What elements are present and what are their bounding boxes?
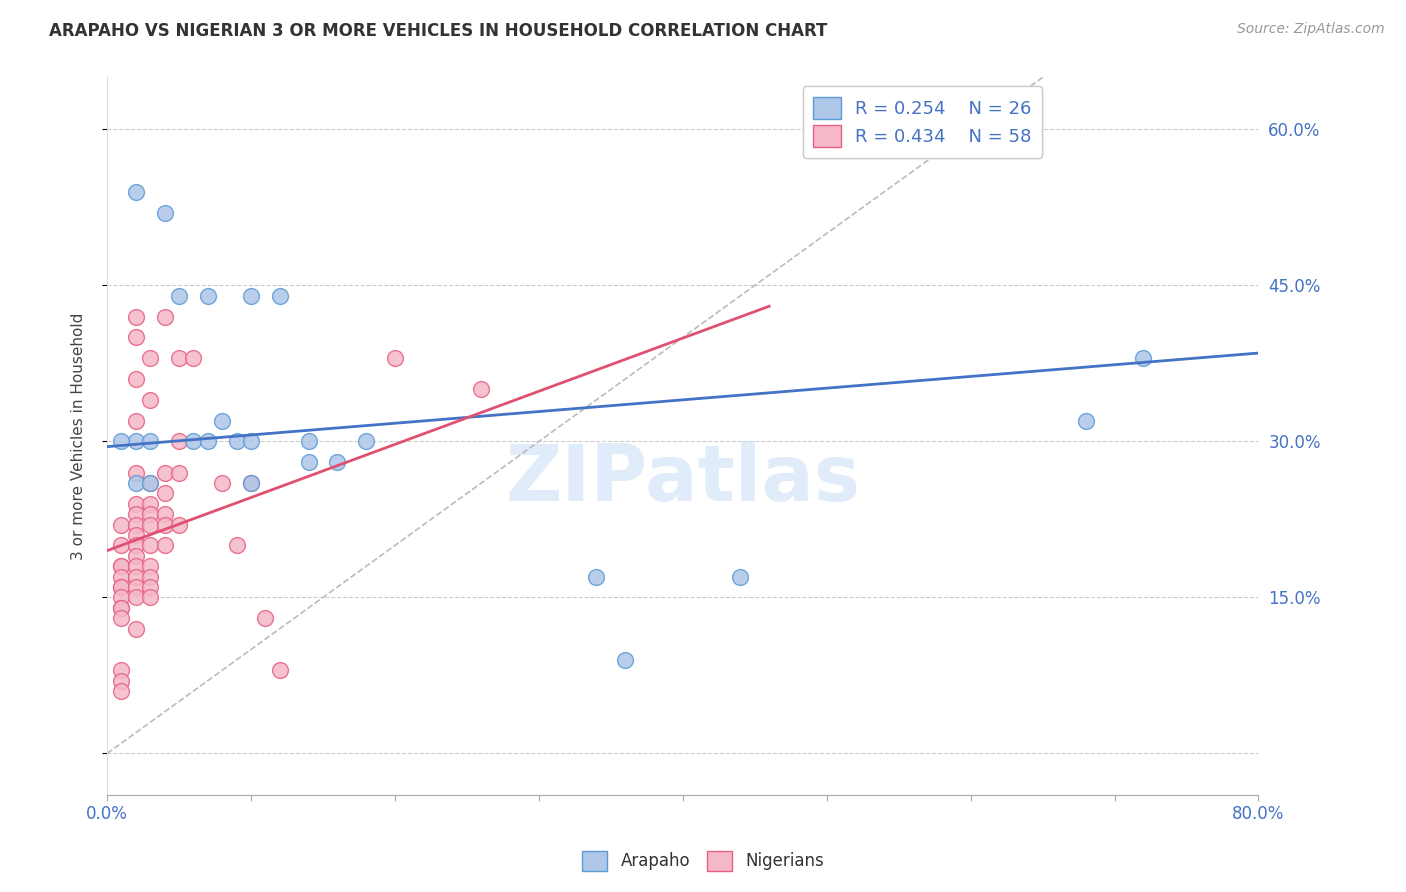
- Point: [125, 538, 148, 552]
- Point: [269, 289, 291, 303]
- Point: [139, 476, 162, 491]
- Point: [125, 185, 148, 199]
- Point: [125, 434, 148, 449]
- Point: [326, 455, 349, 469]
- Point: [139, 569, 162, 583]
- Point: [110, 559, 132, 574]
- Point: [125, 372, 148, 386]
- Point: [297, 455, 319, 469]
- Point: [139, 580, 162, 594]
- Point: [139, 351, 162, 366]
- Point: [139, 497, 162, 511]
- Point: [125, 549, 148, 563]
- Point: [110, 580, 132, 594]
- Point: [110, 517, 132, 532]
- Point: [240, 434, 263, 449]
- Point: [1132, 351, 1154, 366]
- Point: [167, 466, 190, 480]
- Point: [125, 497, 148, 511]
- Point: [269, 663, 291, 677]
- Point: [211, 414, 233, 428]
- Point: [110, 591, 132, 605]
- Point: [110, 600, 132, 615]
- Point: [139, 517, 162, 532]
- Point: [240, 476, 263, 491]
- Point: [110, 600, 132, 615]
- Point: [1074, 414, 1097, 428]
- Point: [240, 289, 263, 303]
- Point: [254, 611, 277, 625]
- Point: [125, 591, 148, 605]
- Point: [153, 310, 176, 324]
- Point: [585, 569, 607, 583]
- Point: [153, 538, 176, 552]
- Text: Source: ZipAtlas.com: Source: ZipAtlas.com: [1237, 22, 1385, 37]
- Point: [139, 392, 162, 407]
- Point: [125, 310, 148, 324]
- Point: [139, 559, 162, 574]
- Point: [197, 289, 219, 303]
- Text: ZIPatlas: ZIPatlas: [505, 442, 860, 517]
- Point: [153, 508, 176, 522]
- Point: [730, 569, 752, 583]
- Point: [139, 538, 162, 552]
- Point: [125, 622, 148, 636]
- Point: [125, 476, 148, 491]
- Point: [110, 673, 132, 688]
- Point: [110, 580, 132, 594]
- Point: [297, 434, 319, 449]
- Point: [225, 538, 247, 552]
- Point: [153, 466, 176, 480]
- Legend: Arapaho, Nigerians: Arapaho, Nigerians: [574, 842, 832, 880]
- Point: [110, 611, 132, 625]
- Point: [110, 569, 132, 583]
- Point: [125, 559, 148, 574]
- Point: [125, 414, 148, 428]
- Point: [125, 508, 148, 522]
- Point: [167, 351, 190, 366]
- Point: [125, 580, 148, 594]
- Point: [153, 486, 176, 500]
- Y-axis label: 3 or more Vehicles in Household: 3 or more Vehicles in Household: [72, 312, 86, 560]
- Point: [225, 434, 247, 449]
- Point: [240, 476, 263, 491]
- Point: [153, 517, 176, 532]
- Point: [470, 383, 492, 397]
- Point: [125, 569, 148, 583]
- Point: [167, 434, 190, 449]
- Point: [125, 517, 148, 532]
- Point: [183, 434, 205, 449]
- Point: [167, 517, 190, 532]
- Point: [125, 466, 148, 480]
- Point: [139, 476, 162, 491]
- Point: [153, 205, 176, 219]
- Legend: R = 0.254    N = 26, R = 0.434    N = 58: R = 0.254 N = 26, R = 0.434 N = 58: [803, 87, 1042, 158]
- Point: [139, 508, 162, 522]
- Point: [139, 434, 162, 449]
- Point: [125, 330, 148, 344]
- Point: [110, 684, 132, 698]
- Point: [139, 591, 162, 605]
- Point: [384, 351, 406, 366]
- Point: [110, 434, 132, 449]
- Point: [197, 434, 219, 449]
- Text: ARAPAHO VS NIGERIAN 3 OR MORE VEHICLES IN HOUSEHOLD CORRELATION CHART: ARAPAHO VS NIGERIAN 3 OR MORE VEHICLES I…: [49, 22, 828, 40]
- Point: [125, 528, 148, 542]
- Point: [110, 663, 132, 677]
- Point: [110, 559, 132, 574]
- Point: [354, 434, 377, 449]
- Point: [614, 653, 637, 667]
- Point: [211, 476, 233, 491]
- Point: [183, 351, 205, 366]
- Point: [110, 538, 132, 552]
- Point: [167, 289, 190, 303]
